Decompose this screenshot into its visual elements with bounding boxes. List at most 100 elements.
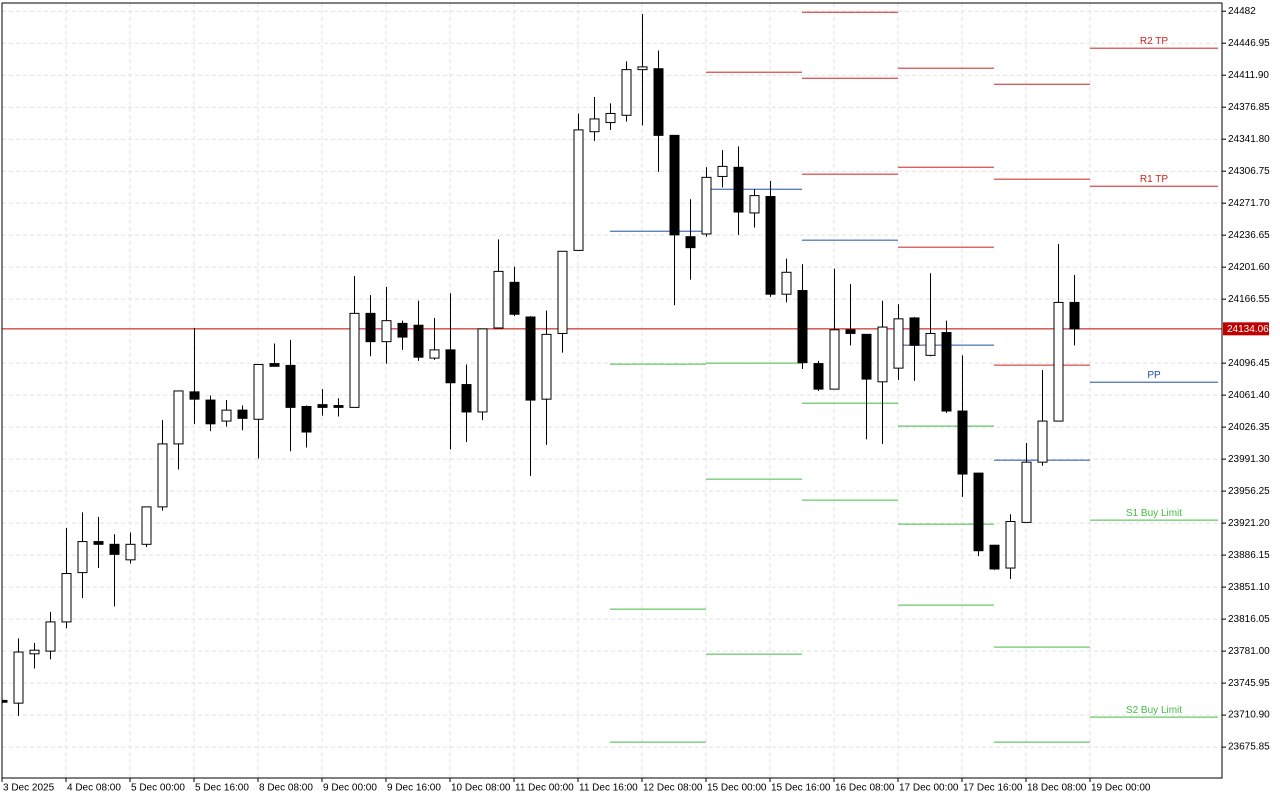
- y-tick-label: 24166.55: [1228, 294, 1270, 305]
- candle-body: [557, 250, 568, 334]
- candle-body: [397, 322, 408, 338]
- candle-body: [317, 404, 328, 408]
- y-tick-label: 23675.85: [1228, 742, 1270, 753]
- candle-body: [29, 649, 40, 655]
- candle-body: [909, 317, 920, 346]
- candle-body: [221, 409, 232, 422]
- x-tick-label: 17 Dec 16:00: [963, 783, 1023, 794]
- axes: 24482 24446.95 24411.90 24376.85 24341.80 243…: [1, 6, 1270, 794]
- level-label: S1 Buy Limit: [1126, 508, 1182, 519]
- candle-body: [141, 506, 152, 545]
- candle-body: [461, 384, 472, 413]
- candle-body: [797, 290, 808, 364]
- candle-body: [685, 236, 696, 249]
- candle-body: [845, 329, 856, 334]
- candle-body: [45, 621, 56, 652]
- x-tick-label: 11 Dec 00:00: [515, 783, 574, 794]
- candle-body: [509, 281, 520, 315]
- candle-body: [237, 409, 248, 419]
- candle-body: [525, 316, 536, 401]
- current-price-tag: [1223, 322, 1269, 336]
- y-tick-label: 24061.40: [1228, 390, 1270, 401]
- candle-body: [125, 543, 136, 561]
- y-tick-label: 24341.80: [1228, 134, 1270, 145]
- candle-body: [269, 363, 280, 367]
- candle-body: [717, 165, 728, 177]
- x-tick-label: 17 Dec 00:00: [899, 783, 959, 794]
- candle-body: [77, 541, 88, 574]
- candle-body: [301, 405, 312, 433]
- candle-body: [925, 332, 936, 356]
- candle-body: [1069, 301, 1080, 330]
- y-tick-label: 23710.90: [1228, 710, 1270, 721]
- candle-body: [573, 129, 584, 251]
- x-tick-label: 19 Dec 00:00: [1091, 783, 1151, 794]
- level-label: R2 TP: [1140, 36, 1168, 47]
- candle-body: [877, 326, 888, 383]
- candle-body: [701, 176, 712, 235]
- candle-body: [733, 166, 744, 213]
- candle-body: [1053, 301, 1064, 422]
- candle-body: [1021, 461, 1032, 523]
- candle-body: [989, 544, 1000, 570]
- y-tick-label: 24306.75: [1228, 166, 1270, 177]
- plot-frame: [1, 2, 1223, 779]
- candle-body: [189, 391, 200, 400]
- candle-body: [445, 349, 456, 384]
- candle-body: [93, 541, 104, 545]
- y-tick-label: 24096.45: [1228, 358, 1270, 369]
- candle-body: [381, 320, 392, 343]
- candle-body: [61, 573, 72, 623]
- y-tick-label: 23851.10: [1228, 582, 1270, 593]
- y-tick-label: 23745.95: [1228, 678, 1270, 689]
- candle-body: [669, 134, 680, 236]
- candle-body: [749, 195, 760, 214]
- x-tick-label: 3 Dec 2025: [3, 783, 55, 794]
- x-tick-label: 4 Dec 08:00: [67, 783, 121, 794]
- y-tick-label: 24271.70: [1228, 198, 1270, 209]
- y-tick-label: 23886.15: [1228, 550, 1270, 561]
- candle-body: [941, 332, 952, 412]
- candle-body: [477, 328, 488, 413]
- x-tick-label: 5 Dec 00:00: [131, 783, 185, 794]
- x-tick-label: 10 Dec 08:00: [451, 783, 511, 794]
- level-label: S2 Buy Limit: [1126, 705, 1182, 716]
- x-tick-label: 12 Dec 08:00: [643, 783, 703, 794]
- x-tick-label: 18 Dec 08:00: [1027, 783, 1087, 794]
- y-tick-label: 24201.60: [1228, 262, 1270, 273]
- candle-body: [621, 69, 632, 116]
- candle-body: [637, 66, 648, 71]
- candle-body: [493, 270, 504, 329]
- candle-body: [365, 312, 376, 343]
- candle-body: [829, 329, 840, 390]
- level-label: PP: [1147, 370, 1161, 381]
- candle-body: [653, 68, 664, 136]
- x-tick-label: 8 Dec 08:00: [259, 783, 313, 794]
- y-tick-label: 24446.95: [1228, 38, 1270, 49]
- y-tick-label: 24411.90: [1228, 70, 1269, 81]
- candle-body: [285, 364, 296, 408]
- y-tick-label: 23921.20: [1228, 518, 1270, 529]
- candle-body: [861, 333, 872, 380]
- candle-body: [253, 363, 264, 420]
- x-tick-label: 16 Dec 08:00: [835, 783, 895, 794]
- y-tick-label: 23991.30: [1228, 454, 1270, 465]
- candle-body: [813, 363, 824, 390]
- candle-body: [429, 349, 440, 359]
- x-tick-label: 11 Dec 16:00: [579, 783, 638, 794]
- candle-body: [765, 196, 776, 295]
- level-label: R1 TP: [1140, 174, 1168, 185]
- candle-body: [957, 410, 968, 475]
- y-tick-label: 24236.65: [1228, 230, 1270, 241]
- candle-body: [605, 112, 616, 124]
- grid: [1, 3, 1222, 778]
- candle-body: [413, 324, 424, 358]
- candle-body: [1037, 420, 1048, 463]
- candle-body: [541, 333, 552, 400]
- candle-body: [157, 443, 168, 508]
- candle-body: [893, 318, 904, 369]
- y-tick-label: 24482: [1228, 6, 1256, 17]
